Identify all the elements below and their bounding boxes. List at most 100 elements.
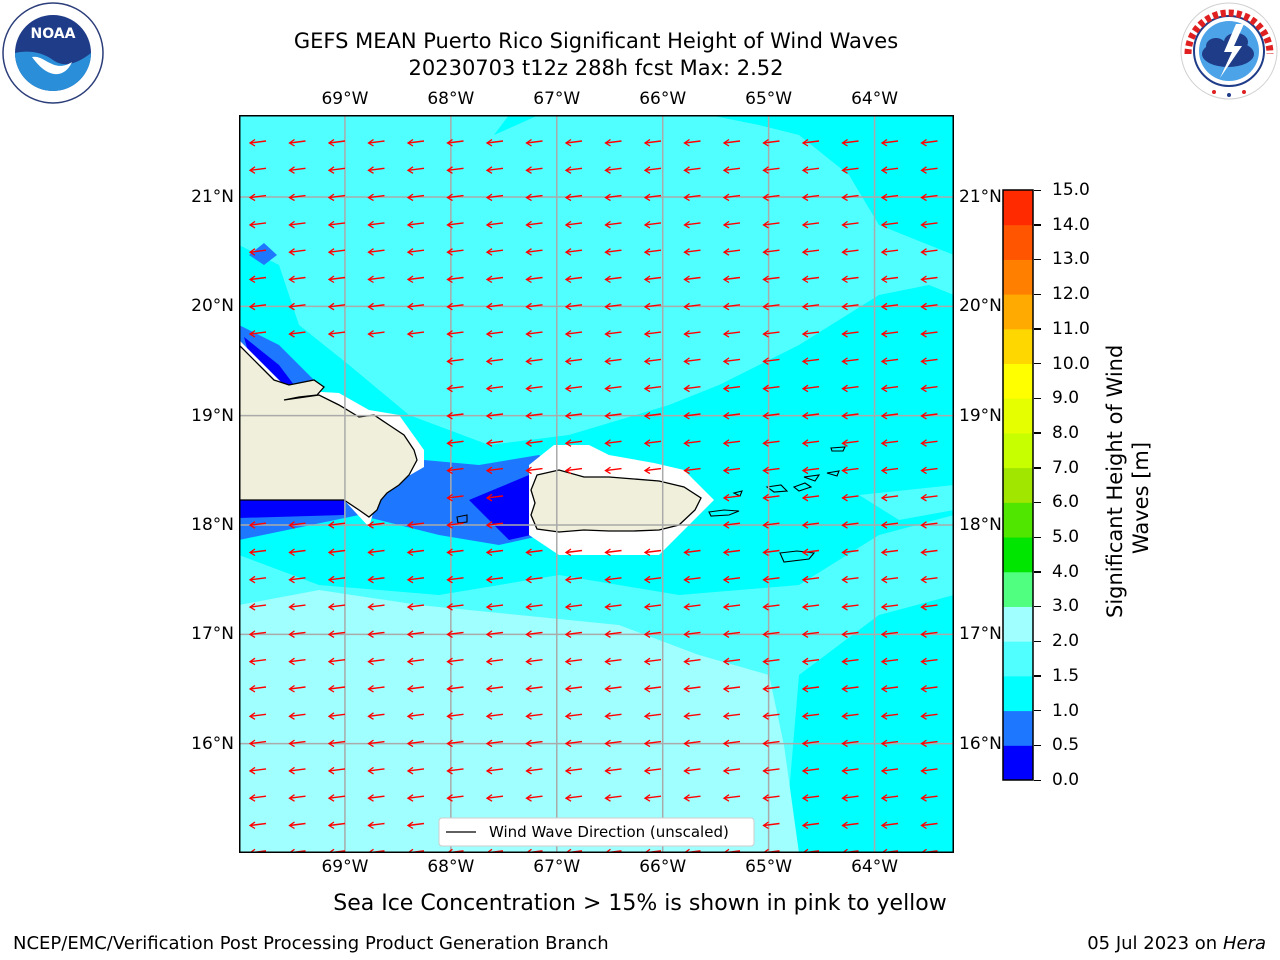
- wind-arrow: [367, 821, 385, 830]
- wind-arrow: [643, 739, 662, 748]
- wind-arrow: [643, 302, 662, 311]
- wind-arrow: [683, 330, 701, 338]
- wind-arrow: [722, 248, 741, 256]
- wind-arrow: [485, 439, 504, 447]
- wind-arrow: [288, 766, 306, 775]
- wind-arrow: [880, 166, 899, 174]
- wind-arrow: [643, 220, 662, 229]
- wind-arrow: [762, 630, 780, 638]
- wind-arrow: [327, 739, 346, 748]
- wind-arrow: [564, 684, 583, 693]
- wind-arrow: [525, 575, 543, 584]
- wind-arrow: [248, 166, 267, 174]
- wind-arrow: [801, 603, 820, 611]
- wind-arrow: [920, 439, 938, 447]
- wind-arrow: [801, 657, 820, 666]
- wind-arrow: [248, 739, 267, 748]
- wind-arrow: [920, 411, 938, 420]
- wind-arrow: [248, 330, 267, 338]
- wind-arrow: [643, 630, 662, 638]
- wind-arrow: [841, 302, 859, 311]
- wind-arrow: [367, 575, 385, 584]
- wind-arrow: [367, 712, 385, 720]
- wind-arrow: [446, 712, 464, 720]
- wind-arrow: [248, 548, 267, 557]
- map-frame: [239, 115, 954, 853]
- colorbar-segment: [1003, 745, 1033, 781]
- wind-arrow: [801, 766, 820, 775]
- wind-arrow: [643, 138, 662, 147]
- colorbar-tick-mark: [1034, 605, 1041, 608]
- wind-arrow: [564, 330, 583, 338]
- wind-arrow: [525, 794, 543, 802]
- wind-arrow: [762, 493, 780, 502]
- wind-arrow: [564, 220, 583, 229]
- wind-arrow: [880, 220, 899, 229]
- wind-arrow: [248, 657, 267, 666]
- wind-arrow: [920, 821, 938, 830]
- colorbar-segment: [1003, 294, 1033, 330]
- wind-arrow: [327, 302, 346, 311]
- wind-arrow: [841, 411, 859, 420]
- wind-arrow: [406, 766, 425, 775]
- wind-arrow: [406, 548, 425, 557]
- wind-arrow: [762, 575, 780, 584]
- wind-arrow: [801, 248, 820, 256]
- wind-arrow: [880, 275, 899, 284]
- wind-arrow: [841, 521, 859, 529]
- wind-arrow: [564, 575, 583, 584]
- wind-arrow: [762, 794, 780, 802]
- wind-arrow: [880, 411, 899, 420]
- wind-arrow: [525, 302, 543, 311]
- wind-arrow: [327, 575, 346, 584]
- wind-arrow: [485, 193, 504, 202]
- wind-arrow: [841, 275, 859, 284]
- wind-arrow: [762, 357, 780, 365]
- wind-arrow: [485, 603, 504, 611]
- wind-arrow: [525, 357, 543, 365]
- wind-arrow: [327, 248, 346, 256]
- wind-arrow: [683, 138, 701, 147]
- latitude-label-right: 21°N: [959, 187, 1002, 207]
- wind-arrow: [327, 138, 346, 147]
- wind-arrow: [446, 603, 464, 611]
- wind-arrow: [446, 138, 464, 147]
- wind-arrow: [485, 248, 504, 256]
- wind-arrow: [446, 493, 464, 502]
- colorbar-tick-label: 7.0: [1052, 457, 1080, 478]
- wind-arrow: [683, 248, 701, 256]
- colorbar-tick-label: 0.5: [1052, 735, 1080, 756]
- wind-arrow: [288, 794, 306, 802]
- wind-arrow: [327, 684, 346, 693]
- wind-arrow: [288, 302, 306, 311]
- wind-arrow: [248, 193, 267, 202]
- wind-arrow: [722, 411, 741, 420]
- wind-arrow: [604, 193, 622, 202]
- wind-arrow: [446, 193, 464, 202]
- wind-arrow: [920, 302, 938, 311]
- wind-arrow: [288, 575, 306, 584]
- colorbar-tick-mark: [1034, 363, 1041, 365]
- wind-arrow: [604, 248, 622, 256]
- wind-arrow: [485, 684, 504, 693]
- wind-arrow: [446, 248, 464, 256]
- land-tortola: [803, 474, 821, 482]
- wind-arrow: [762, 193, 780, 202]
- wind-arrow: [920, 657, 938, 666]
- wind-arrow: [604, 630, 622, 638]
- wind-arrow: [880, 466, 899, 475]
- chart-subtitle: 20230703 t12z 288h fcst Max: 2.52: [408, 56, 784, 80]
- wind-arrow: [525, 411, 543, 420]
- wind-arrow: [841, 821, 859, 830]
- contour-0.0-west: [239, 500, 344, 518]
- colorbar-tick-mark: [1034, 397, 1041, 400]
- wind-arrow: [722, 657, 741, 666]
- wind-arrow: [762, 766, 780, 775]
- wind-arrow: [564, 630, 583, 638]
- wind-arrow: [722, 766, 741, 775]
- wind-arrow: [406, 220, 425, 229]
- wind-arrow: [683, 466, 701, 475]
- wind-arrow: [801, 466, 820, 475]
- wind-arrow: [880, 657, 899, 666]
- wind-arrow: [762, 548, 780, 557]
